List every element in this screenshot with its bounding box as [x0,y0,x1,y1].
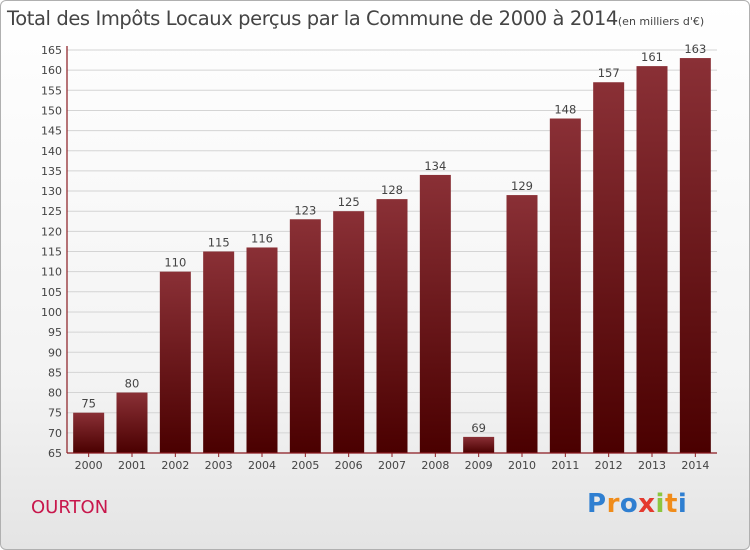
bar-series [73,58,711,454]
y-tick-label: 165 [41,44,62,57]
bar-value-label: 148 [554,103,576,117]
bar-2001 [116,392,148,453]
y-tick-label: 145 [41,125,62,138]
bar-2000 [73,412,105,453]
y-tick-label: 135 [41,165,62,178]
y-tick-label: 65 [48,447,62,460]
x-tick-label: 2010 [508,459,536,472]
x-tick-label: 2008 [421,459,449,472]
bar-2007 [376,199,408,453]
bar-value-label: 129 [511,179,533,193]
y-tick-label: 120 [41,225,62,238]
logo-letter: r [606,489,620,519]
bar-value-label: 163 [684,42,706,56]
x-tick-label: 2001 [118,459,146,472]
y-tick-label: 70 [48,427,62,440]
y-tick-label: 80 [48,387,62,400]
bar-value-label: 116 [251,231,273,245]
y-tick-label: 130 [41,185,62,198]
bar-2004 [246,247,278,453]
x-tick-label: 2005 [291,459,319,472]
y-tick-label: 90 [48,346,62,359]
bar-value-label: 110 [164,256,186,270]
y-tick-label: 115 [41,246,62,259]
commune-name: OURTON [31,497,109,518]
y-tick-label: 105 [41,286,62,299]
y-tick-label: 140 [41,145,62,158]
bar-value-label: 161 [641,50,663,64]
bar-2014 [679,58,711,454]
bar-2009 [463,436,495,453]
x-tick-label: 2002 [161,459,189,472]
x-tick-label: 2003 [205,459,233,472]
bar-2010 [506,195,538,453]
bar-2008 [419,174,451,453]
bar-2005 [289,219,321,453]
x-tick-label: 2000 [75,459,103,472]
x-tick-label: 2013 [638,459,666,472]
bar-2011 [549,118,581,453]
x-tick-label: 2012 [595,459,623,472]
bar-2003 [203,251,235,453]
logo-letter: x [638,489,656,519]
y-tick-label: 75 [48,407,62,420]
x-tick-label: 2009 [465,459,493,472]
bar-value-label: 115 [208,236,230,250]
y-tick-label: 110 [41,266,62,279]
y-tick-labels: 65 70 75 80 85 90 95 100 105 110 115 120 125 130 135 14… [41,44,62,460]
bar-value-label: 123 [294,203,316,217]
bar-2013 [636,66,668,454]
y-tick-label: 100 [41,306,62,319]
bar-2006 [333,211,365,453]
bar-2012 [593,82,625,454]
y-tick-label: 125 [41,205,62,218]
bar-value-label: 80 [125,377,140,391]
proxiti-logo: Proxiti [587,489,687,519]
bar-value-label: 125 [338,195,360,209]
logo-letter: i [655,489,665,519]
bar-value-label: 157 [598,66,620,80]
bar-value-label: 128 [381,183,403,197]
x-tick-labels: 2000 2001 2002 2003 2004 2005 2006 2007 2008 2009… [75,453,709,472]
chart-title-main: Total des Impôts Locaux perçus par la Co… [7,7,618,30]
chart-title-unit: (en milliers d'€) [617,15,705,28]
bar-value-labels: 75 80 110 115 116 123 125 128 134 69 129 148 157 161 1… [81,42,706,435]
bar-2002 [159,271,191,453]
logo-letter: i [677,489,688,519]
x-tick-label: 2006 [335,459,363,472]
bar-value-label: 69 [471,421,486,435]
chart-title: Total des Impôts Locaux perçus par la Co… [7,7,704,30]
bar-value-label: 75 [81,397,96,411]
y-tick-label: 155 [41,84,62,97]
bar-value-label: 134 [424,159,446,173]
logo-letter: o [619,489,639,519]
x-tick-label: 2004 [248,459,276,472]
x-tick-label: 2011 [551,459,579,472]
y-tick-label: 160 [41,64,62,77]
y-tick-label: 95 [48,326,62,339]
y-tick-label: 150 [41,104,62,117]
y-tick-label: 85 [48,366,62,379]
x-tick-label: 2014 [681,459,709,472]
x-tick-label: 2007 [378,459,406,472]
logo-letter: P [587,489,607,519]
logo-letter: t [664,489,678,519]
